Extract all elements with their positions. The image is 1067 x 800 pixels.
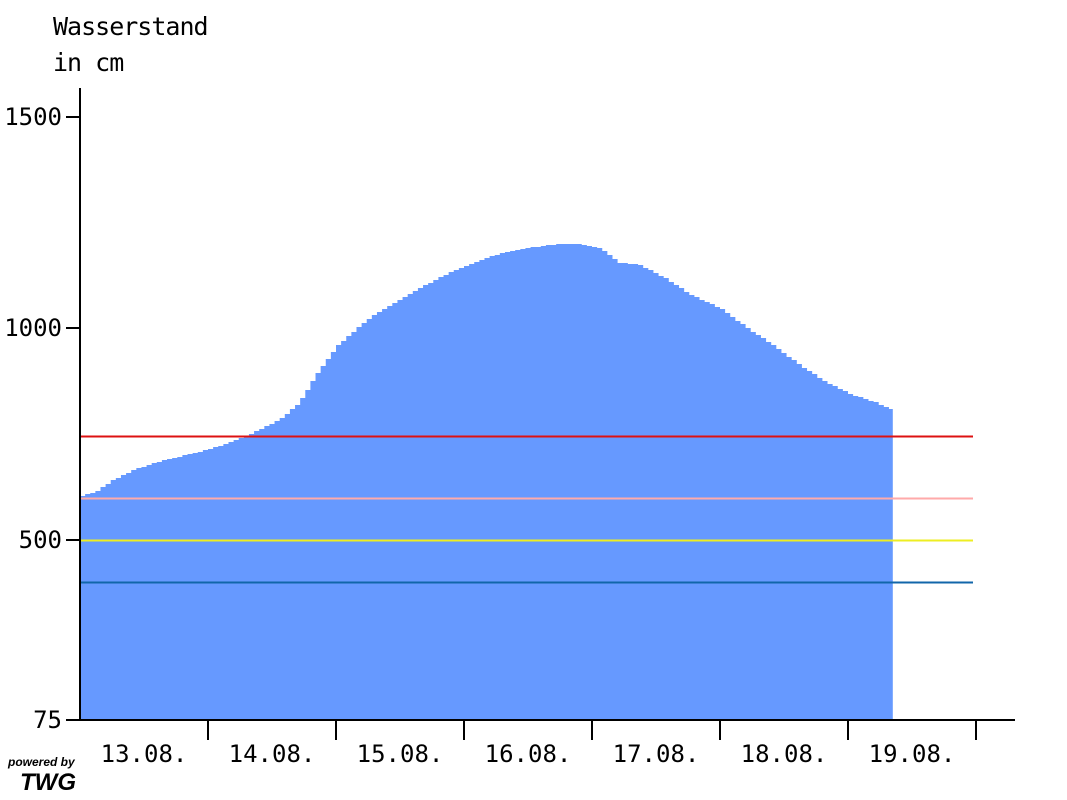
x-tick-label-2: 15.08. [357,740,444,768]
y-tick-label-0: 75 [33,706,62,734]
y-axis-title-line2: in cm [53,48,124,77]
x-tick-label-5: 18.08. [741,740,828,768]
x-tick-label-0: 13.08. [101,740,188,768]
x-tick-label-4: 17.08. [613,740,700,768]
y-tick-label-1: 500 [19,526,62,554]
x-tick-label-6: 19.08. [869,740,956,768]
credit-line1: powered by [7,755,76,769]
powered-by-twg-logo: powered by TWG [7,755,76,796]
tick-labels: 75 500 1000 1500 13.08. 14.08. 15.08. 16.08. 17.… [4,103,955,768]
credit-line2: TWG [20,769,76,796]
x-tick-label-3: 16.08. [485,740,572,768]
y-tick-label-2: 1000 [4,314,62,342]
area-layer [80,244,893,720]
x-tick-label-1: 14.08. [229,740,316,768]
area-series-0 [80,244,893,720]
reference-lines [80,435,973,584]
y-axis-title-line1: Wasserstand [53,12,209,41]
y-tick-label-3: 1500 [4,103,62,131]
axes [66,88,1015,740]
